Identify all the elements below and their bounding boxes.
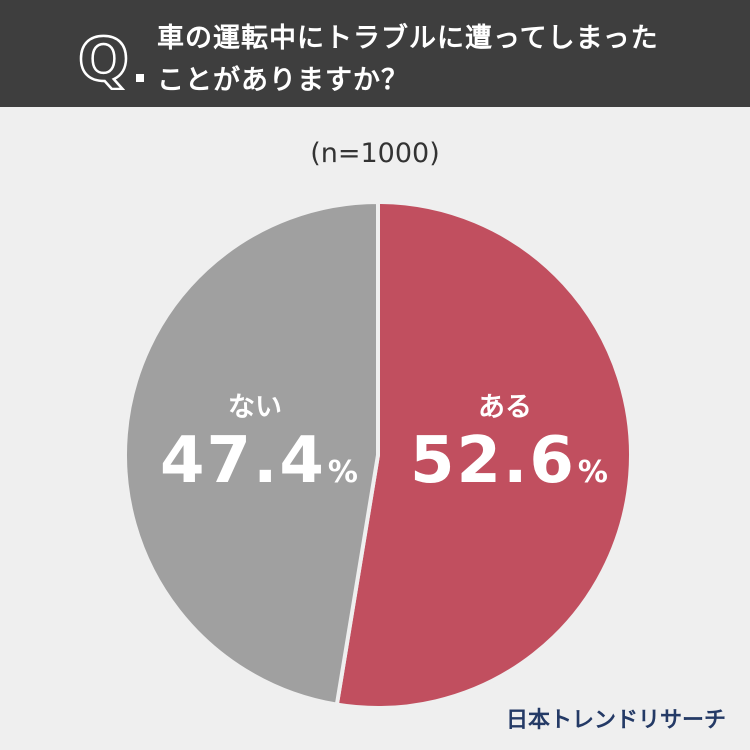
- question-line-1: 車の運転中にトラブルに遭ってしまった: [157, 23, 659, 54]
- slice-value-nai: 47.4: [160, 424, 326, 498]
- slice-label-nai: ない 47.4%: [160, 385, 358, 498]
- slice-unit-aru: %: [577, 455, 608, 490]
- slice-name-aru: ある: [478, 392, 532, 423]
- brand-logo: 日本トレンドリサーチ: [505, 708, 726, 733]
- slice-unit-nai: %: [327, 455, 358, 490]
- question-header: Q 車の運転中にトラブルに遭ってしまった ことがありますか？: [0, 0, 750, 107]
- slice-value-aru: 52.6: [410, 424, 576, 498]
- slice-label-aru: ある 52.6%: [410, 385, 608, 498]
- question-line-2: ことがありますか？: [157, 65, 409, 96]
- sample-size: (n=1000): [310, 138, 440, 169]
- q-letter: Q: [78, 25, 129, 90]
- slice-name-nai: ない: [228, 392, 282, 423]
- q-mark-icon: Q: [77, 24, 144, 90]
- pie-slice-nai: [122, 199, 380, 707]
- pie-slice-aru: [334, 199, 633, 710]
- question-text: 車の運転中にトラブルに遭ってしまった ことがありますか？: [157, 18, 659, 102]
